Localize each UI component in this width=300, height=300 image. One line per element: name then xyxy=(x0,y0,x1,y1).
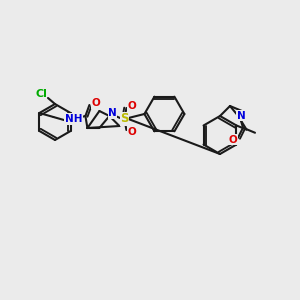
Text: N: N xyxy=(108,108,117,118)
Text: N: N xyxy=(237,111,245,121)
Text: Cl: Cl xyxy=(35,89,47,99)
Text: S: S xyxy=(120,112,129,125)
Text: O: O xyxy=(91,98,100,108)
Text: O: O xyxy=(229,135,237,145)
Text: NH: NH xyxy=(65,114,82,124)
Text: O: O xyxy=(127,127,136,137)
Text: O: O xyxy=(127,101,136,111)
